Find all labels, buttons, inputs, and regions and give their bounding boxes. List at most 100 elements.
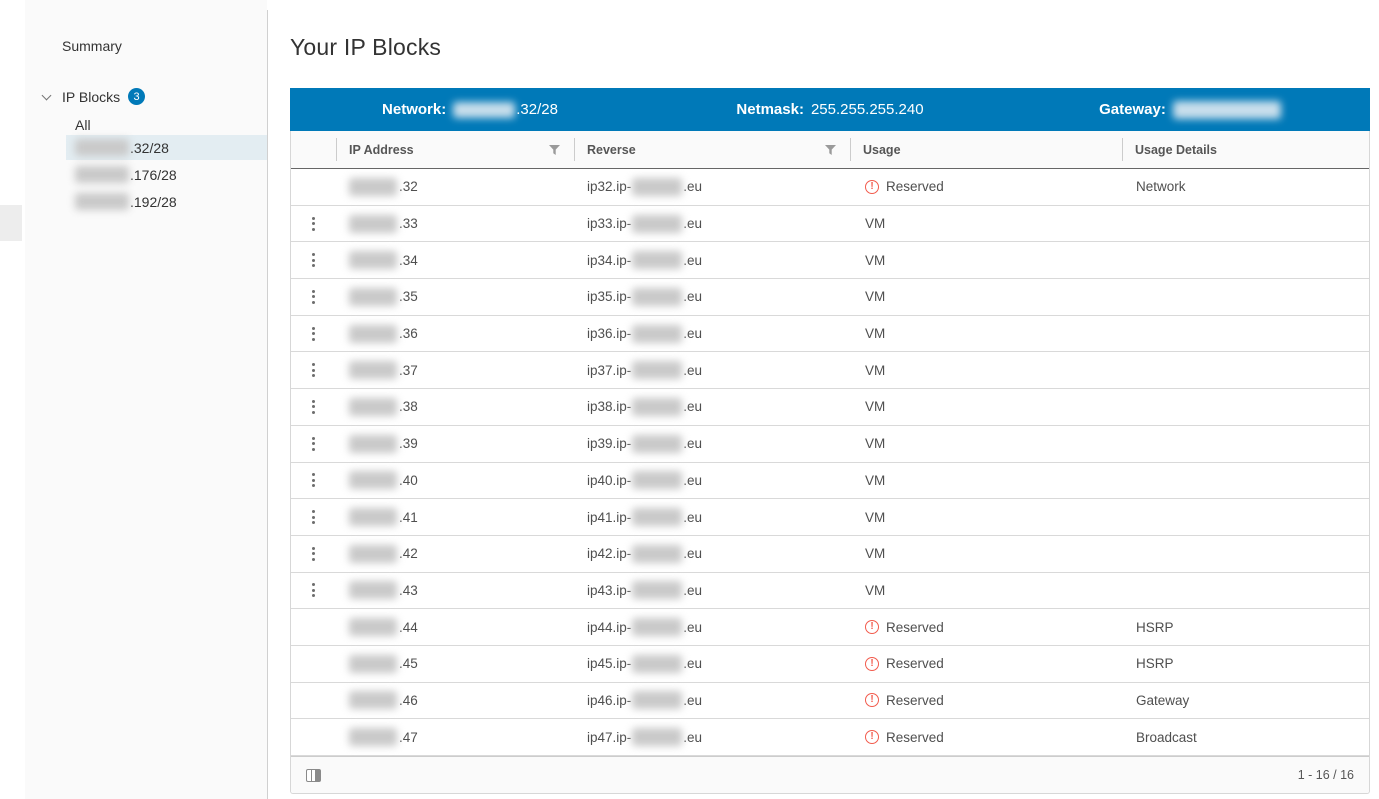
sidebar-item-ip-block[interactable]: .192/28 [66, 189, 267, 214]
ip-address-cell: .33 [336, 206, 574, 242]
kebab-menu-icon[interactable] [308, 396, 319, 418]
chevron-down-icon [41, 90, 52, 100]
table-row: .46 ip46.ip-.eu Reserved Gateway [291, 682, 1369, 720]
usage-cell: VM [865, 509, 886, 525]
redacted-reverse-domain [632, 618, 683, 637]
redacted-ip-prefix [349, 251, 397, 270]
usage-details-cell: HSRP [1136, 619, 1174, 635]
kebab-menu-icon[interactable] [308, 543, 319, 565]
collapsed-panel-handle[interactable] [0, 205, 22, 241]
ip-address-cell: .41 [336, 499, 574, 535]
sidebar-item-summary[interactable]: Summary [62, 38, 122, 54]
banner-gateway: Gateway: [1010, 100, 1370, 119]
row-actions-cell [291, 499, 336, 535]
ip-address-cell: .46 [336, 683, 574, 719]
table-row: .33 ip33.ip- .eu VM [291, 205, 1369, 243]
row-actions-cell [291, 536, 336, 572]
netmask-value: 255.255.255.240 [810, 101, 924, 118]
sidebar-item-ip-block[interactable]: .32/28 [66, 135, 267, 160]
usage-cell: VM [865, 436, 886, 452]
kebab-menu-icon[interactable] [308, 469, 319, 491]
row-actions-cell [291, 573, 336, 609]
redacted-ip-prefix [349, 397, 397, 416]
redacted-ip-prefix [349, 544, 397, 563]
table-row: .40 ip40.ip- .eu VM [291, 462, 1369, 500]
sidebar: Summary IP Blocks 3 All .32/28 .176/28 .… [25, 0, 267, 799]
kebab-menu-icon[interactable] [308, 323, 319, 345]
table-row: .38 ip38.ip- .eu VM [291, 389, 1369, 426]
row-actions-cell [291, 646, 336, 682]
ip-address-cell: .43 [336, 573, 574, 609]
header-actions-column [291, 131, 336, 168]
sidebar-item-ip-block[interactable]: .176/28 [66, 162, 267, 187]
reverse-cell: ip43.ip- .eu [587, 581, 703, 600]
row-actions-cell [291, 352, 336, 388]
filter-funnel-icon[interactable] [825, 144, 836, 155]
kebab-menu-icon[interactable] [308, 579, 319, 601]
table-row: .43 ip43.ip- .eu VM [291, 572, 1369, 610]
table-row: .34 ip34.ip- .eu VM [291, 242, 1369, 280]
usage-details-cell [1122, 573, 1369, 609]
ip-address-cell: .42 [336, 536, 574, 572]
ip-block-label: .192/28 [130, 193, 177, 210]
table-row: .35 ip35.ip- .eu VM [291, 279, 1369, 316]
table-row: .42 ip42.ip- .eu VM [291, 535, 1369, 573]
row-actions-cell [291, 719, 336, 755]
banner-netmask: Netmask: 255.255.255.240 [650, 101, 1010, 118]
reverse-cell: ip39.ip- .eu [587, 434, 703, 453]
table-footer: 1 - 16 / 16 [291, 756, 1369, 793]
ip-address-cell: .34 [336, 242, 574, 278]
redacted-reverse-domain [632, 177, 683, 196]
redacted-reverse-domain [632, 581, 683, 600]
usage-details-cell [1122, 242, 1369, 278]
exclamation-circle-icon [865, 620, 879, 635]
header-usage-details: Usage Details [1122, 131, 1369, 168]
usage-details-cell [1122, 279, 1369, 315]
row-actions-cell [291, 463, 336, 499]
kebab-menu-icon[interactable] [308, 249, 319, 271]
reverse-cell: ip40.ip- .eu [587, 471, 703, 490]
column-toggle-icon[interactable] [306, 768, 321, 782]
row-actions-cell [291, 683, 336, 719]
usage-details-cell: Broadcast [1136, 729, 1197, 745]
redacted-reverse-domain [632, 471, 683, 490]
table-row: .41 ip41.ip- .eu VM [291, 499, 1369, 536]
usage-details-cell [1122, 316, 1369, 352]
reverse-cell: ip44.ip- .eu [587, 618, 703, 637]
gateway-label: Gateway: [1099, 101, 1166, 118]
kebab-menu-icon[interactable] [308, 359, 319, 381]
kebab-menu-icon[interactable] [308, 506, 319, 528]
usage-details-cell [1122, 426, 1369, 462]
table-body: .32 ip32.ip-.eu Reserved Network .33 ip3… [291, 169, 1369, 756]
netmask-label: Netmask: [736, 101, 804, 118]
usage-details-cell [1122, 206, 1369, 242]
ip-address-cell: .39 [336, 426, 574, 462]
sidebar-item-all[interactable]: All [75, 117, 91, 133]
reverse-cell: ip45.ip- .eu [587, 654, 703, 673]
exclamation-circle-icon [865, 656, 879, 671]
redacted-reverse-domain [632, 508, 683, 527]
header-reverse: Reverse [574, 131, 850, 168]
filter-funnel-icon[interactable] [549, 144, 560, 155]
redacted-reverse-domain [632, 324, 683, 343]
reverse-cell: ip42.ip- .eu [587, 544, 703, 563]
table-row: .44 ip44.ip-.eu Reserved HSRP [291, 609, 1369, 646]
exclamation-circle-icon [865, 179, 879, 194]
kebab-menu-icon[interactable] [308, 433, 319, 455]
ip-address-cell: .35 [336, 279, 574, 315]
kebab-menu-icon[interactable] [308, 213, 319, 235]
count-badge: 3 [128, 88, 146, 105]
usage-cell: VM [865, 546, 886, 562]
redacted-ip-prefix [349, 581, 397, 600]
usage-cell: VM [865, 362, 886, 378]
redacted-ip-prefix [349, 471, 397, 490]
usage-cell: VM [865, 399, 886, 415]
usage-details-cell [1122, 499, 1369, 535]
sidebar-group-ip-blocks[interactable]: IP Blocks 3 [25, 88, 267, 105]
usage-cell: VM [865, 252, 886, 268]
sidebar-group-label: IP Blocks [62, 88, 121, 105]
kebab-menu-icon[interactable] [308, 286, 319, 308]
reverse-cell: ip36.ip- .eu [587, 324, 703, 343]
usage-cell: VM [865, 472, 886, 488]
reverse-cell: ip33.ip- .eu [587, 214, 703, 233]
